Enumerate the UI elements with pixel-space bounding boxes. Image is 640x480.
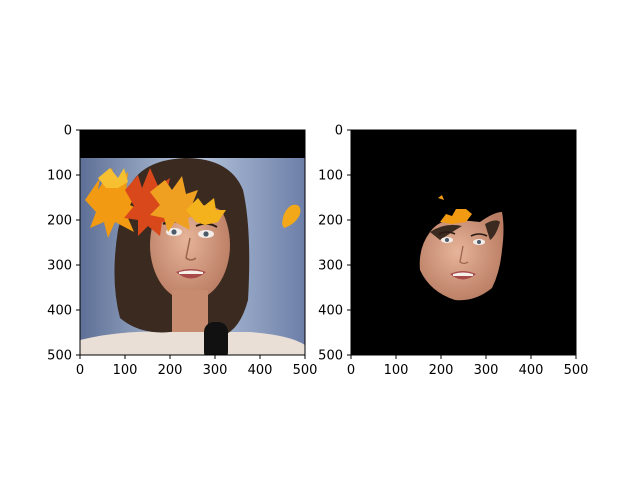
leaf-icon [85,168,145,238]
y-tick-label: 400 [318,304,343,319]
right-pupil [203,231,209,237]
y-tick-label: 200 [47,214,72,229]
y-tick-label: 0 [335,124,343,139]
x-tick-label: 500 [293,363,318,378]
neck [172,290,208,332]
left-image [80,130,305,355]
right-pupil [477,240,481,244]
x-tick-label: 200 [429,363,454,378]
y-tick-label: 100 [318,169,343,184]
right-brow [470,233,488,237]
x-tick-label: 300 [203,363,228,378]
leaf-fragment-icon [440,209,472,224]
right-axes-frame [350,129,577,356]
autumn-leaves [85,168,301,238]
leaf-icon [98,168,128,188]
leaf-icon [150,176,205,232]
top-black-band [80,130,305,158]
microphone [204,322,228,355]
leaf-icon [186,198,226,225]
y-tick-label: 200 [318,214,343,229]
x-tick-label: 400 [519,363,544,378]
leaf-fragment-icon [438,195,444,200]
teeth [179,270,203,274]
y-tick-label: 0 [64,124,72,139]
x-tick-label: 100 [384,363,409,378]
right-ticks: 0 100 200 300 400 500 0 100 200 300 400 500 [318,124,588,379]
x-tick-label: 0 [347,363,355,378]
axes-left: 0 100 200 300 400 500 0 100 200 300 400 500 [47,124,317,379]
y-tick-label: 500 [318,349,343,364]
left-brow [438,231,456,235]
left-pupil [171,229,177,235]
y-tick-label: 300 [318,259,343,274]
left-axes-frame [79,129,306,356]
leaf-icon [282,204,301,228]
y-tick-label: 300 [47,259,72,274]
x-tick-label: 300 [474,363,499,378]
y-tick-label: 100 [47,169,72,184]
x-tick-label: 200 [158,363,183,378]
nose [185,237,197,261]
left-ticks: 0 100 200 300 400 500 0 100 200 300 400 500 [47,124,317,379]
right-image [351,130,576,355]
teeth [453,272,473,276]
x-tick-label: 500 [564,363,589,378]
axes-right: 0 100 200 300 400 500 0 100 200 300 400 500 [318,124,588,379]
x-tick-label: 0 [76,363,84,378]
x-tick-label: 100 [113,363,138,378]
hair-strand [485,220,500,240]
shoulders [80,331,305,355]
x-tick-label: 400 [248,363,273,378]
nose [459,245,469,265]
left-pupil [445,238,449,242]
y-tick-label: 500 [47,349,72,364]
y-tick-label: 400 [47,304,72,319]
